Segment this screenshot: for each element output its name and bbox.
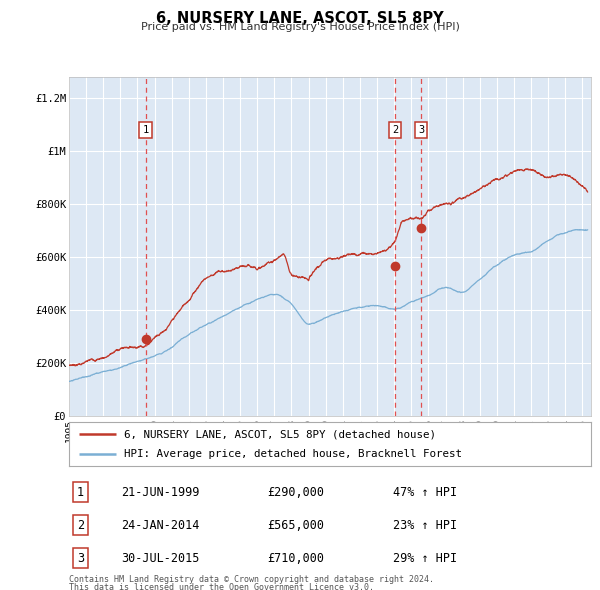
Text: 3: 3	[77, 552, 84, 565]
Text: Price paid vs. HM Land Registry's House Price Index (HPI): Price paid vs. HM Land Registry's House …	[140, 22, 460, 32]
Text: 6, NURSERY LANE, ASCOT, SL5 8PY (detached house): 6, NURSERY LANE, ASCOT, SL5 8PY (detache…	[124, 430, 436, 439]
Text: 23% ↑ HPI: 23% ↑ HPI	[392, 519, 457, 532]
Text: 3: 3	[418, 124, 424, 135]
Text: HPI: Average price, detached house, Bracknell Forest: HPI: Average price, detached house, Brac…	[124, 449, 462, 458]
Text: This data is licensed under the Open Government Licence v3.0.: This data is licensed under the Open Gov…	[69, 583, 374, 590]
Text: 30-JUL-2015: 30-JUL-2015	[121, 552, 200, 565]
Text: 2: 2	[77, 519, 84, 532]
Text: Contains HM Land Registry data © Crown copyright and database right 2024.: Contains HM Land Registry data © Crown c…	[69, 575, 434, 584]
Text: 1: 1	[142, 124, 149, 135]
Text: 6, NURSERY LANE, ASCOT, SL5 8PY: 6, NURSERY LANE, ASCOT, SL5 8PY	[156, 11, 444, 25]
Text: £565,000: £565,000	[268, 519, 325, 532]
Text: £290,000: £290,000	[268, 486, 325, 499]
Text: 1: 1	[77, 486, 84, 499]
Text: 24-JAN-2014: 24-JAN-2014	[121, 519, 200, 532]
Text: 2: 2	[392, 124, 398, 135]
Text: 21-JUN-1999: 21-JUN-1999	[121, 486, 200, 499]
Text: £710,000: £710,000	[268, 552, 325, 565]
Text: 47% ↑ HPI: 47% ↑ HPI	[392, 486, 457, 499]
Text: 29% ↑ HPI: 29% ↑ HPI	[392, 552, 457, 565]
